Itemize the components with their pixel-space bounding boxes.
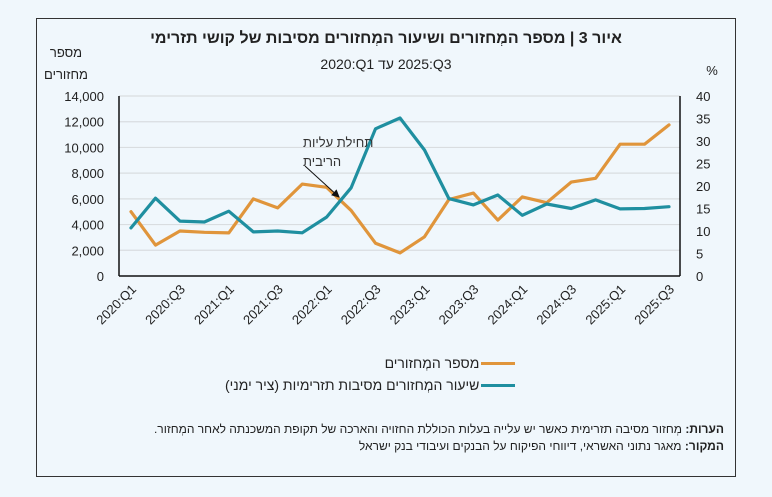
legend-swatch-count xyxy=(481,361,516,365)
x-tick-label: 2023:Q3 xyxy=(436,282,482,328)
x-tick-label: 2022:Q3 xyxy=(338,282,384,328)
left-tick-label: 0 xyxy=(97,269,104,284)
x-axis-ticks: 2020:Q1 2020:Q3 2021:Q1 2021:Q3 2022:Q1 2022:… xyxy=(93,282,677,328)
notes-block: הערות: מְחזור מסיבה תזרימית כאשר יש עליי… xyxy=(44,421,724,455)
right-tick-label: 25 xyxy=(696,157,710,172)
right-tick-label: 15 xyxy=(696,202,710,217)
subtitle-from: 2020:Q1 xyxy=(320,56,375,72)
left-tick-label: 2,000 xyxy=(71,243,104,258)
left-tick-label: 14,000 xyxy=(64,89,104,104)
right-tick-label: 10 xyxy=(696,224,710,239)
subtitle-to: 2025:Q3 xyxy=(397,56,452,72)
x-tick-label: 2020:Q3 xyxy=(142,282,188,328)
left-tick-label: 10,000 xyxy=(64,140,104,155)
gridlines xyxy=(119,95,680,251)
source-text: מאגר נתוני האשראי, דיווחי הפיקוח על הבנק… xyxy=(358,439,682,453)
series-lines xyxy=(129,116,671,255)
legend-label-rate: שיעור המְחזורים מסיבות תזרימיות (ציר ימנ… xyxy=(225,377,480,393)
left-tick-label: 4,000 xyxy=(71,218,104,233)
right-tick-label: 30 xyxy=(696,134,710,149)
source-line: המקור: מאגר נתוני האשראי, דיווחי הפיקוח … xyxy=(44,438,724,455)
subtitle-connector: עד xyxy=(378,56,394,72)
series-line-rate xyxy=(129,116,671,235)
x-tick-label: 2023:Q1 xyxy=(387,282,433,328)
legend-item-count: מספר המְחזורים xyxy=(225,352,516,374)
x-tick-label: 2021:Q1 xyxy=(191,282,237,328)
left-tick-label: 12,000 xyxy=(64,115,104,130)
left-axis-title-line2: מחזורים xyxy=(44,67,88,82)
right-tick-label: 35 xyxy=(696,112,710,127)
left-axis-title-line1: מספר xyxy=(50,45,82,60)
left-tick-label: 6,000 xyxy=(71,192,104,207)
right-tick-label: 40 xyxy=(696,89,710,104)
x-tick-label: 2020:Q1 xyxy=(93,282,139,328)
left-tick-label: 8,000 xyxy=(71,166,104,181)
right-tick-label: 5 xyxy=(696,247,703,262)
legend-label-count: מספר המְחזורים xyxy=(384,355,480,371)
annotation-line1: תחילת עליות xyxy=(303,135,373,150)
right-tick-label: 0 xyxy=(696,269,703,284)
x-tick-label: 2021:Q3 xyxy=(240,282,286,328)
rate-hike-annotation: תחילת עליות הריבית xyxy=(303,135,373,198)
legend-swatch-rate xyxy=(481,383,516,387)
x-tick-label: 2025:Q1 xyxy=(582,282,628,328)
axes xyxy=(118,96,681,277)
x-tick-label: 2024:Q1 xyxy=(485,282,531,328)
right-axis-title: % xyxy=(706,63,718,78)
x-tick-label: 2025:Q3 xyxy=(631,282,677,328)
notes-line: הערות: מְחזור מסיבה תזרימית כאשר יש עליי… xyxy=(44,421,724,438)
x-tick-label: 2024:Q3 xyxy=(533,282,579,328)
left-axis-ticks: 0 2,000 4,000 6,000 8,000 10,000 12,000 14,000 xyxy=(64,89,104,284)
annotation-line2: הריבית xyxy=(303,154,341,169)
notes-label: הערות: xyxy=(685,422,724,436)
right-axis-ticks: 0 5 10 15 20 25 30 35 40 xyxy=(696,89,710,284)
legend-item-rate: שיעור המְחזורים מסיבות תזרימיות (ציר ימנ… xyxy=(225,374,516,396)
legend: מספר המְחזורים שיעור המְחזורים מסיבות תז… xyxy=(225,352,516,396)
x-tick-label: 2022:Q1 xyxy=(289,282,335,328)
chart-title: איור 3 | מספר המְחזורים ושיעור המְחזורים… xyxy=(150,30,622,47)
notes-text: מְחזור מסיבה תזרימית כאשר יש עלייה בעלות… xyxy=(153,422,682,436)
chart-subtitle: 2020:Q1 עד 2025:Q3 xyxy=(36,56,736,72)
annotation-arrow xyxy=(304,165,340,198)
series-line-count xyxy=(129,123,671,255)
right-tick-label: 20 xyxy=(696,179,710,194)
source-label: המקור: xyxy=(684,439,724,453)
